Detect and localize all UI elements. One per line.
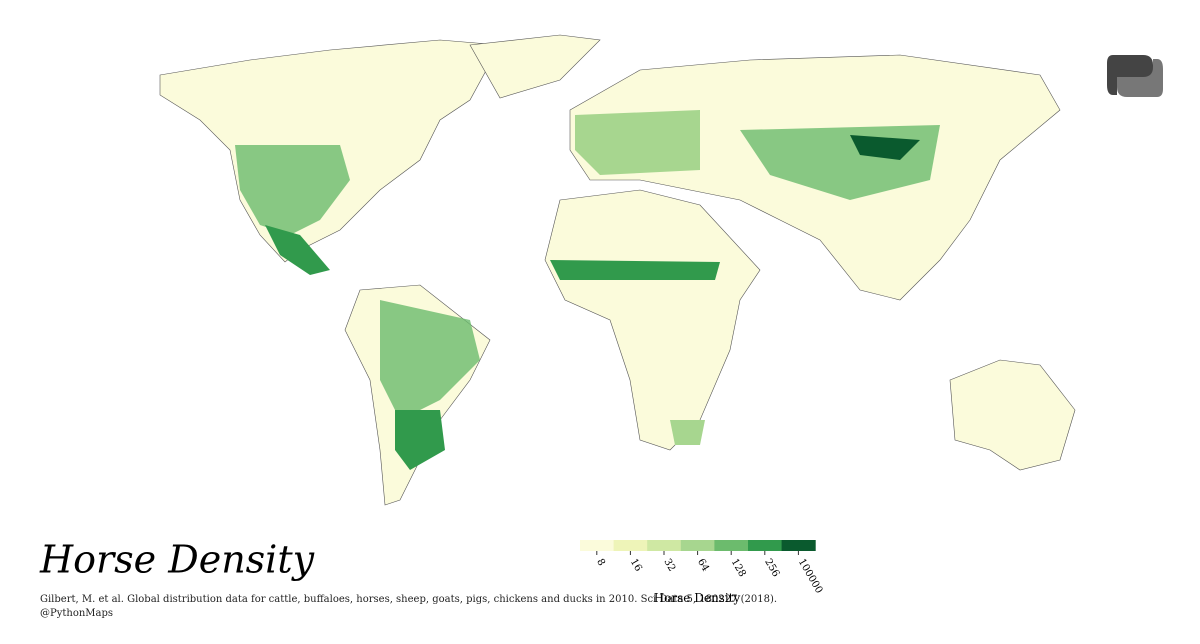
australia <box>949 359 1076 471</box>
legend-tick-label: 256 <box>762 557 781 579</box>
density-mexico <box>265 225 330 275</box>
density-mongolia <box>850 135 920 160</box>
world-map <box>159 34 1076 506</box>
density-south-africa <box>670 420 705 445</box>
legend-tick-label: 100000 <box>796 557 825 596</box>
greenland <box>469 34 601 99</box>
legend-swatch <box>647 540 682 551</box>
legend-swatch <box>714 540 749 551</box>
legend: 8 16 32 64 128 256 100000 <box>580 540 824 596</box>
legend-swatch <box>580 540 615 551</box>
density-sahel <box>550 260 720 280</box>
africa <box>544 189 761 451</box>
density-us <box>235 145 350 235</box>
map-title: Horse Density <box>39 538 315 582</box>
legend-tick-label: 32 <box>661 557 677 574</box>
legend-swatch <box>680 540 715 551</box>
density-europe <box>575 110 700 175</box>
source-note: Gilbert, M. et al. Global distribution d… <box>40 594 777 605</box>
python-logo <box>1107 55 1163 97</box>
legend-title: Horse Density <box>654 591 741 605</box>
legend-tick-label: 64 <box>695 557 711 574</box>
legend-swatch <box>748 540 783 551</box>
legend-tick-label: 16 <box>628 557 644 574</box>
density-argentina <box>395 410 445 470</box>
legend-tick-label: 8 <box>594 557 607 568</box>
legend-swatch <box>613 540 648 551</box>
legend-tick-label: 128 <box>729 557 748 579</box>
credit: @PythonMaps <box>40 608 113 619</box>
legend-swatch <box>781 540 816 551</box>
density-brazil <box>380 300 480 420</box>
